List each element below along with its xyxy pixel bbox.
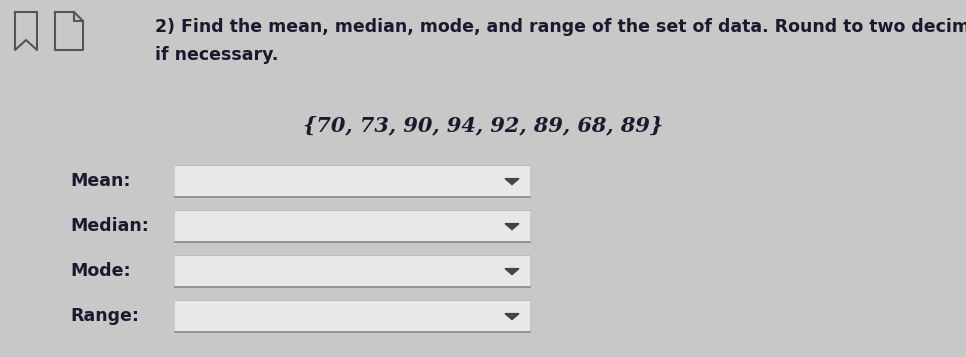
Bar — [175, 300, 530, 332]
Text: Mode:: Mode: — [70, 262, 130, 280]
Text: Median:: Median: — [70, 217, 149, 235]
Bar — [175, 210, 530, 242]
Polygon shape — [55, 12, 83, 50]
Bar — [175, 255, 530, 287]
Text: Mean:: Mean: — [70, 172, 130, 190]
Polygon shape — [505, 223, 519, 230]
Text: Range:: Range: — [70, 307, 139, 325]
Polygon shape — [505, 268, 519, 275]
Polygon shape — [505, 313, 519, 320]
Text: {70, 73, 90, 94, 92, 89, 68, 89}: {70, 73, 90, 94, 92, 89, 68, 89} — [303, 115, 663, 135]
Polygon shape — [15, 12, 37, 50]
Bar — [175, 165, 530, 197]
Text: 2) Find the mean, median, mode, and range of the set of data. Round to two decim: 2) Find the mean, median, mode, and rang… — [155, 18, 966, 36]
Polygon shape — [505, 178, 519, 185]
Text: if necessary.: if necessary. — [155, 46, 278, 64]
